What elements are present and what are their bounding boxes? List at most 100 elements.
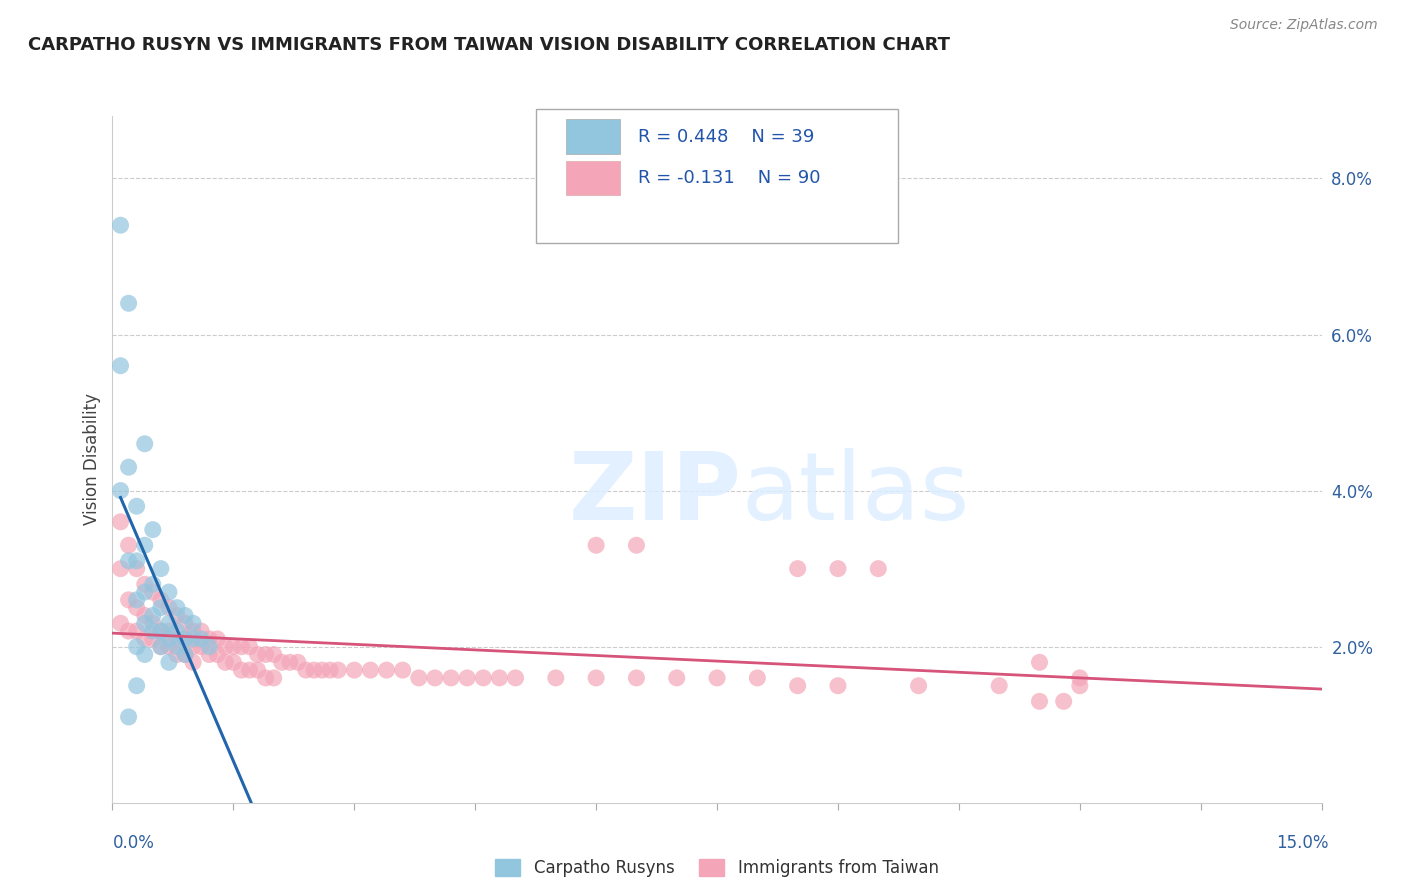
Point — [238, 663, 260, 677]
Point — [142, 585, 165, 599]
Point — [149, 624, 172, 639]
Point — [231, 640, 253, 654]
Point — [222, 640, 245, 654]
Point — [270, 655, 292, 669]
Point — [110, 483, 132, 498]
Text: R = 0.448    N = 39: R = 0.448 N = 39 — [638, 128, 815, 145]
Point — [328, 663, 350, 677]
Point — [343, 663, 366, 677]
Point — [440, 671, 463, 685]
Point — [149, 640, 172, 654]
Legend: Carpatho Rusyns, Immigrants from Taiwan: Carpatho Rusyns, Immigrants from Taiwan — [489, 852, 945, 884]
Point — [181, 632, 204, 646]
Point — [110, 359, 132, 373]
Point — [134, 577, 156, 591]
Point — [1028, 655, 1050, 669]
Text: Source: ZipAtlas.com: Source: ZipAtlas.com — [1230, 18, 1378, 32]
Point — [149, 600, 172, 615]
Point — [311, 663, 333, 677]
Point — [190, 640, 212, 654]
Point — [142, 577, 165, 591]
Point — [238, 640, 260, 654]
Point — [142, 523, 165, 537]
Point — [198, 640, 221, 654]
Point — [157, 616, 180, 631]
Point — [157, 640, 180, 654]
Point — [157, 624, 180, 639]
Point — [190, 632, 212, 646]
Point — [1053, 694, 1076, 708]
Point — [319, 663, 342, 677]
Point — [134, 632, 156, 646]
Point — [157, 585, 180, 599]
Text: ZIP: ZIP — [568, 448, 741, 540]
Point — [117, 592, 139, 607]
Point — [988, 679, 1011, 693]
Point — [907, 679, 929, 693]
Point — [157, 632, 180, 646]
Point — [157, 600, 180, 615]
Point — [174, 632, 197, 646]
Point — [287, 655, 309, 669]
Point — [786, 679, 808, 693]
Point — [166, 608, 188, 623]
Point — [125, 592, 148, 607]
Point — [278, 655, 301, 669]
Point — [174, 648, 197, 662]
Point — [827, 679, 849, 693]
Point — [174, 632, 197, 646]
Point — [263, 648, 285, 662]
FancyBboxPatch shape — [565, 161, 620, 195]
Text: CARPATHO RUSYN VS IMMIGRANTS FROM TAIWAN VISION DISABILITY CORRELATION CHART: CARPATHO RUSYN VS IMMIGRANTS FROM TAIWAN… — [28, 36, 950, 54]
Point — [254, 648, 277, 662]
Point — [125, 554, 148, 568]
Point — [505, 671, 527, 685]
Point — [1028, 694, 1050, 708]
Point — [117, 538, 139, 552]
Point — [626, 538, 648, 552]
Point — [142, 616, 165, 631]
Point — [198, 648, 221, 662]
Point — [706, 671, 728, 685]
Point — [302, 663, 325, 677]
Point — [359, 663, 381, 677]
Point — [295, 663, 318, 677]
Point — [391, 663, 413, 677]
Point — [110, 515, 132, 529]
Text: R = -0.131    N = 90: R = -0.131 N = 90 — [638, 169, 821, 186]
Point — [423, 671, 446, 685]
Point — [254, 671, 277, 685]
Point — [117, 624, 139, 639]
Point — [231, 663, 253, 677]
Point — [181, 655, 204, 669]
Text: atlas: atlas — [741, 448, 970, 540]
Point — [157, 655, 180, 669]
Point — [149, 592, 172, 607]
Text: 0.0%: 0.0% — [112, 834, 155, 852]
Y-axis label: Vision Disability: Vision Disability — [83, 393, 101, 525]
Point — [868, 562, 890, 576]
Point — [166, 600, 188, 615]
Point — [214, 655, 236, 669]
Point — [166, 648, 188, 662]
Point — [214, 640, 236, 654]
Point — [181, 616, 204, 631]
Point — [1069, 679, 1091, 693]
Point — [222, 655, 245, 669]
Point — [246, 663, 269, 677]
Point — [190, 624, 212, 639]
Point — [456, 671, 478, 685]
Point — [110, 562, 132, 576]
Point — [134, 608, 156, 623]
Point — [585, 538, 607, 552]
Point — [142, 624, 165, 639]
Point — [408, 671, 430, 685]
Point — [472, 671, 495, 685]
Point — [1069, 671, 1091, 685]
Point — [263, 671, 285, 685]
Point — [544, 671, 567, 685]
Point — [149, 562, 172, 576]
Point — [142, 608, 165, 623]
Point — [125, 679, 148, 693]
Point — [174, 648, 197, 662]
